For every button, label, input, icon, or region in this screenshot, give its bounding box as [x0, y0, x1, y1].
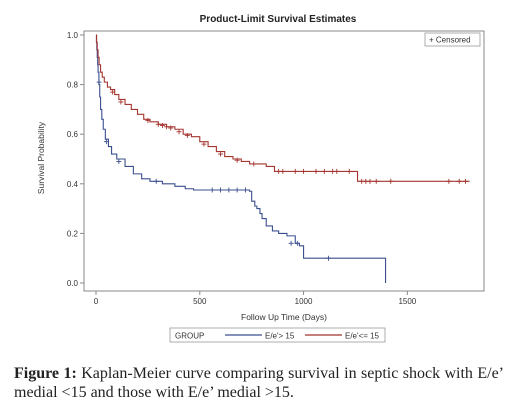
censor-mark-series-1: [346, 168, 352, 174]
x-tick-label: 0: [94, 297, 99, 306]
censor-mark-series-0: [96, 79, 102, 85]
censor-mark-series-1: [155, 121, 161, 127]
censor-mark-series-1: [388, 178, 394, 184]
censor-mark-series-1: [164, 124, 170, 130]
legend-title: GROUP: [175, 332, 204, 341]
censor-mark-series-1: [301, 168, 307, 174]
censor-mark-series-0: [103, 139, 109, 145]
censor-mark-series-1: [251, 161, 257, 167]
y-tick-label: 1.0: [67, 31, 79, 40]
group-legend: GROUP E/e'> 15 E/e'<= 15: [169, 327, 386, 343]
chart-title: Product-Limit Survival Estimates: [200, 14, 357, 25]
caption-label: Figure 1:: [14, 365, 77, 382]
caption-text: Kaplan-Meier curve comparing survival in…: [14, 365, 504, 401]
x-tick-label: 500: [193, 297, 207, 306]
censor-mark-series-1: [367, 178, 373, 184]
x-axis: 0 500 1000 1500: [94, 291, 417, 306]
km-chart: Product-Limit Survival Estimates 0.00.20…: [36, 14, 485, 343]
censor-mark-series-1: [168, 125, 174, 131]
censor-mark-series-1: [201, 141, 207, 147]
legend-label-series-0: E/e'> 15: [265, 332, 295, 341]
series-group: [95, 34, 470, 283]
y-tick-label: 0.4: [67, 180, 79, 189]
censor-mark-series-1: [313, 168, 319, 174]
censor-mark-series-1: [159, 123, 165, 129]
censor-mark-series-1: [462, 178, 468, 184]
censor-mark-series-1: [446, 178, 452, 184]
censor-mark-series-1: [456, 178, 462, 184]
censor-mark-series-1: [118, 99, 124, 105]
censored-legend: + Censored: [424, 32, 481, 47]
y-tick-label: 0.8: [67, 81, 79, 90]
censor-mark-series-0: [242, 187, 248, 193]
x-tick-label: 1500: [398, 297, 416, 306]
censor-mark-series-1: [321, 168, 327, 174]
survival-curve-series-0: [95, 34, 387, 283]
plot-frame: [83, 30, 485, 292]
censor-mark-series-1: [110, 89, 116, 95]
censor-mark-series-0: [218, 187, 224, 193]
censor-mark-series-1: [280, 168, 286, 174]
censor-mark-series-1: [292, 168, 298, 174]
censor-mark-series-1: [334, 168, 340, 174]
censor-mark-series-0: [294, 240, 300, 246]
y-tick-label: 0.2: [67, 229, 79, 238]
censor-mark-series-1: [176, 129, 182, 135]
censor-mark-series-1: [145, 118, 151, 124]
y-tick-label: 0.6: [67, 130, 79, 139]
x-tick-label: 1000: [295, 297, 313, 306]
survival-curve-series-1: [96, 34, 470, 182]
y-tick-label: 0.0: [67, 279, 79, 288]
figure-caption: Figure 1: Kaplan-Meier curve comparing s…: [14, 364, 504, 402]
y-axis-label: Survival Probability: [36, 121, 46, 194]
censor-mark-series-0: [226, 187, 232, 193]
censor-mark-series-0: [209, 187, 215, 193]
y-axis: 0.0 0.2 0.4 0.6 0.8 1.0: [67, 31, 84, 288]
censor-mark-series-0: [325, 255, 331, 261]
censor-mark-series-0: [288, 240, 294, 246]
censor-mark-series-1: [184, 132, 190, 138]
censor-mark-series-1: [373, 178, 379, 184]
censor-mark-series-1: [218, 151, 224, 157]
censor-mark-series-0: [116, 158, 122, 164]
censor-mark-series-0: [153, 178, 159, 184]
legend-label-series-1: E/e'<= 15: [345, 332, 380, 341]
censor-mark-series-1: [234, 157, 240, 163]
x-axis-label: Follow Up Time (Days): [241, 312, 327, 322]
censored-legend-label: + Censored: [429, 36, 471, 45]
censor-mark-series-0: [234, 187, 240, 193]
